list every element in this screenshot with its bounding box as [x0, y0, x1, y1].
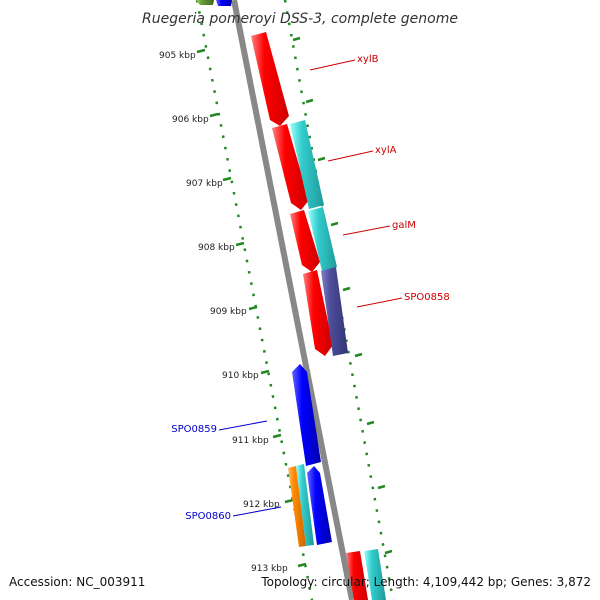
- tick-mark: [342, 286, 351, 292]
- scale-track-right: [283, 0, 395, 600]
- tick-mark: [248, 305, 258, 311]
- label-spo0858[interactable]: SPO0858: [404, 292, 450, 303]
- gene-red-4[interactable]: [303, 270, 333, 356]
- tick-label-910: 910 kbp: [222, 371, 259, 381]
- label-galM[interactable]: galM: [392, 220, 416, 231]
- tick-mark: [297, 562, 307, 568]
- major-ticks-left: [196, 48, 307, 568]
- tick-mark: [260, 369, 270, 375]
- tick-mark: [384, 549, 393, 555]
- tick-mark: [330, 221, 339, 227]
- major-ticks-right: [292, 36, 393, 555]
- leader-galM: [342, 225, 391, 236]
- tick-label-905: 905 kbp: [159, 51, 196, 61]
- tick-mark: [222, 176, 232, 182]
- gene-red-bottom[interactable]: [346, 551, 368, 600]
- tick-label-912: 912 kbp: [243, 500, 280, 510]
- tick-mark: [377, 484, 386, 490]
- tick-label-913: 913 kbp: [251, 564, 288, 574]
- tick-mark: [196, 48, 206, 54]
- leader-spo0859: [218, 420, 268, 431]
- label-xylB[interactable]: xylB: [357, 54, 379, 65]
- leader-xylB: [309, 59, 356, 71]
- tick-mark: [292, 36, 301, 42]
- leader-xylA: [327, 150, 374, 162]
- gene-spo0858[interactable]: [321, 267, 348, 356]
- tick-mark: [209, 112, 219, 118]
- tick-label-908: 908 kbp: [198, 243, 235, 253]
- gene-cyan-2[interactable]: [308, 207, 337, 271]
- tick-label-906: 906 kbp: [172, 115, 209, 125]
- gene-blue-2[interactable]: [307, 466, 332, 545]
- tick-label-911: 911 kbp: [232, 436, 269, 446]
- leader-spo0860: [232, 506, 282, 517]
- tick-label-909: 909 kbp: [210, 307, 247, 317]
- tick-mark: [366, 420, 375, 426]
- tick-mark: [235, 241, 245, 247]
- label-spo0859[interactable]: SPO0859: [171, 424, 217, 435]
- gene-blue-top[interactable]: [216, 0, 232, 6]
- tick-mark: [354, 352, 363, 358]
- gene-xylB[interactable]: [251, 32, 289, 126]
- gene-spo0860[interactable]: [288, 466, 306, 547]
- gene-olive-top[interactable]: [196, 0, 214, 5]
- gene-cyan-bottom[interactable]: [364, 549, 386, 600]
- label-spo0860[interactable]: SPO0860: [185, 511, 231, 522]
- gene-galM[interactable]: [290, 210, 320, 272]
- tick-mark: [305, 98, 314, 104]
- tick-mark: [284, 498, 294, 504]
- accession-text: Accession: NC_003911: [9, 575, 145, 589]
- tick-mark: [317, 156, 326, 162]
- gene-spo0859[interactable]: [292, 364, 321, 466]
- label-xylA[interactable]: xylA: [375, 145, 397, 156]
- tick-label-907: 907 kbp: [186, 179, 223, 189]
- tick-mark: [272, 433, 282, 439]
- leader-spo0858: [356, 297, 403, 308]
- gene-xylA[interactable]: [290, 120, 324, 209]
- genome-summary: Topology: circular; Length: 4,109,442 bp…: [260, 575, 591, 589]
- gene-cyan-3[interactable]: [296, 464, 314, 546]
- gene-red-2[interactable]: [272, 124, 309, 210]
- genome-backbone: [231, 0, 355, 600]
- genome-title: Ruegeria pomeroyi DSS-3, complete genome: [142, 11, 458, 27]
